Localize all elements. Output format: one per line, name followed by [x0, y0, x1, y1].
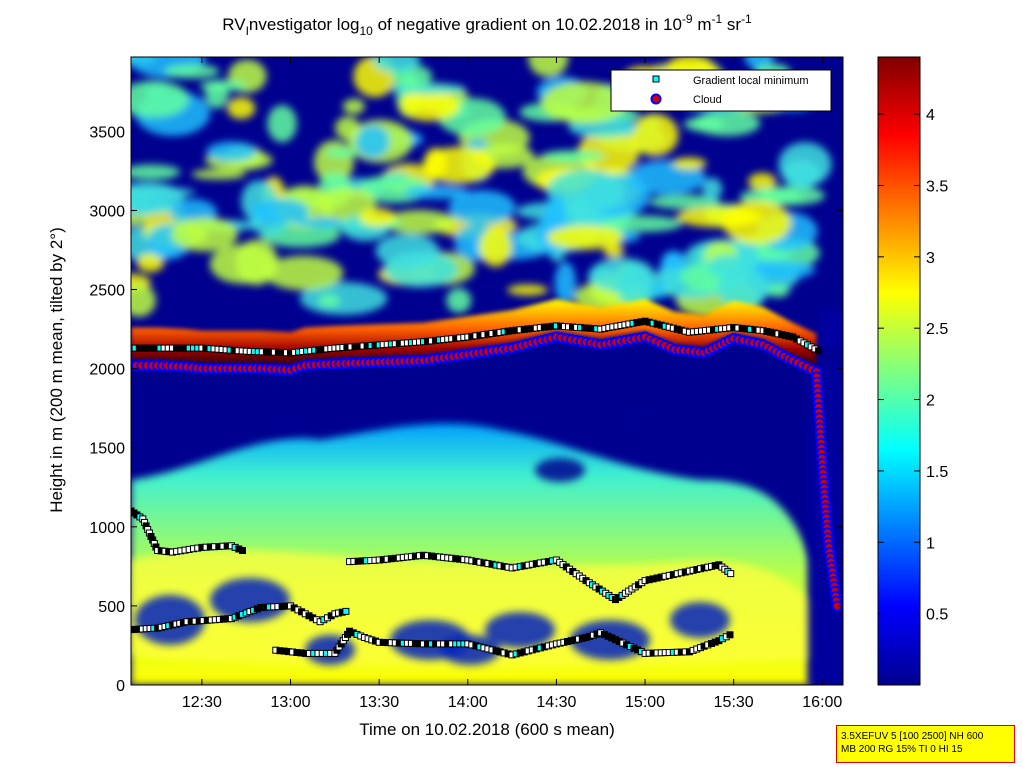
colorbar-tick-label: 1.5 — [926, 464, 948, 481]
plot-frame — [130, 56, 844, 686]
marker-layer — [131, 317, 843, 659]
colorbar-tick-label: 2.5 — [926, 321, 948, 338]
x-tick-label: 16:00 — [802, 694, 842, 711]
x-axis-label: Time on 10.02.2018 (600 s mean) — [359, 720, 614, 739]
colorbar-tick-label: 1 — [926, 535, 935, 552]
stamp-line-2: MB 200 RG 15% TI 0 HI 15 — [841, 744, 963, 755]
legend-label-cloud: Cloud — [693, 94, 722, 106]
legend-box — [610, 69, 832, 112]
x-tick-label: 15:00 — [625, 694, 665, 711]
y-tick-label: 0 — [116, 678, 125, 695]
colorbar-tick-label: 3 — [926, 250, 935, 267]
colorbar-tick-label: 3.5 — [926, 178, 948, 195]
settings-stamp: 3.5XEFUV 5 [100 2500] NH 600 MB 200 RG 1… — [836, 725, 1015, 763]
y-axis-label: Height in m (200 m mean, tilted by 2°) — [47, 227, 66, 513]
chart-title: RVInvestigator log10 of negative gradien… — [222, 12, 752, 38]
colorbar-tick-label: 0.5 — [926, 607, 948, 624]
x-tick-label: 14:30 — [536, 694, 576, 711]
gradient-minimum-point — [342, 607, 350, 615]
heatmap-field — [131, 57, 843, 685]
x-tick-label: 12:30 — [182, 694, 222, 711]
colorbar-ticks: 0.5 1 1.5 2 2.5 3 3.5 4 — [878, 107, 948, 624]
legend-marker-gradient — [652, 75, 660, 83]
legend-marker-cloud — [650, 93, 662, 105]
stamp-line-1: 3.5XEFUV 5 [100 2500] NH 600 — [841, 731, 984, 742]
colorbar-tick-label: 2 — [926, 393, 935, 410]
gradient-minimum-point — [239, 547, 246, 554]
y-tick-label: 2500 — [89, 283, 125, 300]
y-tick-label: 500 — [98, 599, 125, 616]
y-tick-label: 2000 — [89, 362, 125, 379]
colorbar — [877, 56, 921, 686]
y-axis: 0 500 1000 1500 2000 2500 3000 3500 — [89, 124, 843, 695]
x-axis: 12:30 13:00 13:30 14:00 14:30 15:00 15:30 16:00 — [182, 57, 842, 711]
x-tick-label: 15:30 — [714, 694, 754, 711]
y-tick-label: 1000 — [89, 520, 125, 537]
x-tick-label: 13:30 — [359, 694, 399, 711]
x-tick-label: 14:00 — [448, 694, 488, 711]
colorbar-tick-label: 4 — [926, 107, 935, 124]
gradient-minimum-point — [815, 347, 823, 355]
y-tick-label: 3000 — [89, 203, 125, 220]
y-tick-label: 1500 — [89, 441, 125, 458]
gradient-minimum-point — [727, 570, 735, 578]
y-tick-label: 3500 — [89, 124, 125, 141]
gradient-minimum-point — [726, 631, 734, 639]
legend: Gradient local minimum Cloud — [610, 69, 832, 112]
x-tick-label: 13:00 — [271, 694, 311, 711]
legend-label-gradient: Gradient local minimum — [693, 75, 809, 87]
